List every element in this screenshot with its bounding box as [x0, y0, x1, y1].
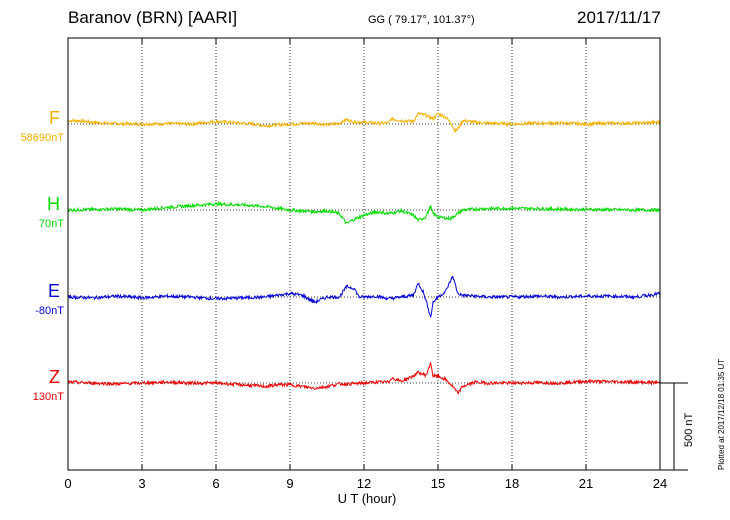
series-line-f — [67, 111, 661, 133]
component-label-h: H — [47, 194, 60, 214]
station-title: Baranov (BRN) [AARI] — [68, 8, 238, 27]
scale-bar: 500 nT — [660, 382, 695, 471]
x-tick-label: 21 — [579, 476, 593, 491]
plot-date: 2017/11/17 — [577, 8, 661, 27]
component-label-z: Z — [49, 367, 60, 387]
x-tick-label: 18 — [505, 476, 519, 491]
x-tick-label: 6 — [212, 476, 219, 491]
series-line-e — [67, 275, 661, 318]
baseline-label-e: -80nT — [35, 305, 64, 317]
x-tick-label: 9 — [286, 476, 293, 491]
series-line-h — [67, 200, 661, 225]
component-label-e: E — [47, 281, 60, 301]
scale-bar-label: 500 nT — [683, 412, 695, 447]
x-tick-label: 3 — [138, 476, 145, 491]
tick-layer: 0 3 6 9 12 15 18 21 24 — [64, 38, 667, 491]
baseline-label-f: 58690nT — [20, 132, 64, 144]
baseline-label-z: 130nT — [32, 391, 64, 403]
series-layer — [67, 111, 661, 395]
x-tick-label: 12 — [357, 476, 371, 491]
component-label-f: F — [49, 108, 60, 128]
x-tick-label: 24 — [653, 476, 667, 491]
baseline-label-h: 70nT — [38, 218, 64, 230]
grid-layer — [68, 38, 660, 470]
x-axis-label: U T (hour) — [338, 491, 397, 506]
geographic-coords: GG ( 79.17°, 101.37°) — [368, 14, 475, 26]
x-tick-label: 0 — [64, 476, 71, 491]
x-tick-label: 15 — [431, 476, 445, 491]
plotted-timestamp: Plotted at 2017/12/18 01:35 UT — [717, 358, 726, 470]
series-line-z — [67, 362, 661, 395]
